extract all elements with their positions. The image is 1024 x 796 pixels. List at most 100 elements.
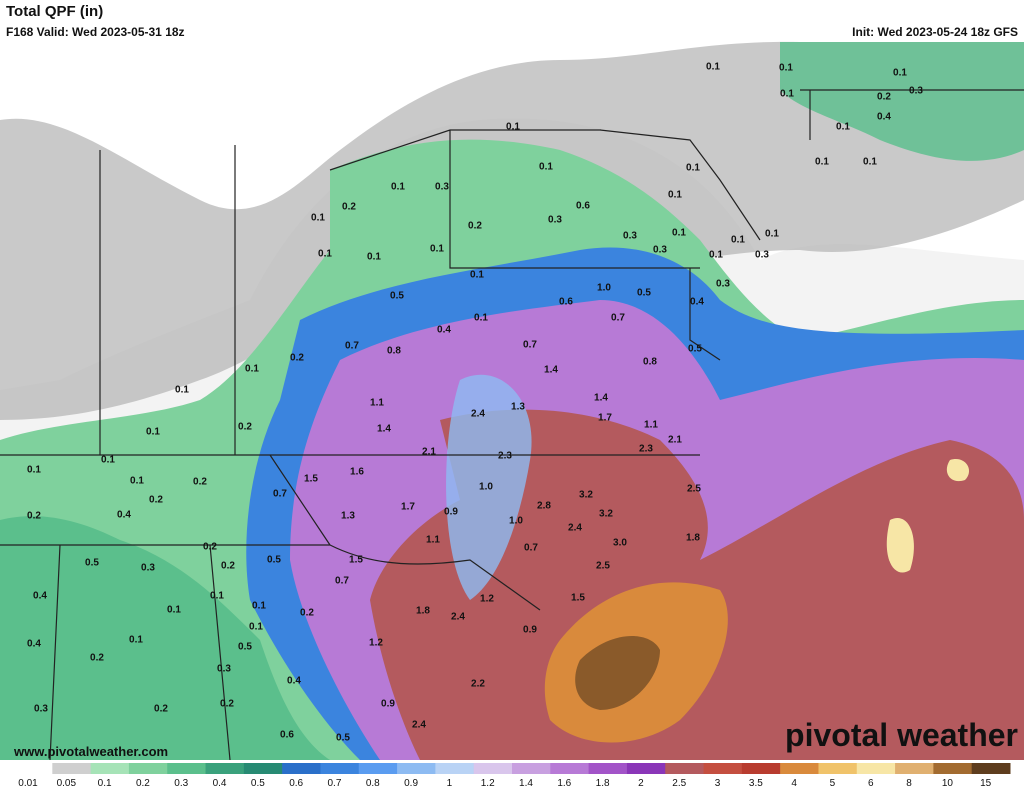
legend-swatch xyxy=(626,763,666,774)
map-background xyxy=(0,41,1024,760)
legend-swatch xyxy=(550,763,590,774)
map-value-label: 0.3 xyxy=(141,563,155,574)
legend-label: 6 xyxy=(868,778,874,789)
map-value-label: 0.1 xyxy=(252,601,266,612)
map-value-label: 0.3 xyxy=(34,704,48,715)
map-value-label: 0.8 xyxy=(387,346,401,357)
legend-label: 8 xyxy=(906,778,912,789)
map-value-label: 0.1 xyxy=(129,635,143,646)
legend-swatch xyxy=(588,763,628,774)
state-borders xyxy=(0,89,1024,761)
logo: pivotal weather xyxy=(785,717,1018,753)
map-value-label: 0.9 xyxy=(381,699,395,710)
legend-swatch xyxy=(512,763,551,774)
map-value-label: 0.2 xyxy=(238,422,252,433)
legend-label: 0.8 xyxy=(366,778,380,789)
map-value-label: 1.6 xyxy=(350,467,364,478)
map-value-label: 0.5 xyxy=(688,344,702,355)
legend-swatch xyxy=(52,763,92,774)
map-value-label: 0.1 xyxy=(130,476,144,487)
legend-label: 0.5 xyxy=(251,778,265,789)
map-value-label: 0.9 xyxy=(444,507,458,518)
map-value-label: 0.3 xyxy=(653,245,667,256)
legend-swatch xyxy=(971,763,1011,774)
legend-label: 0.4 xyxy=(213,778,227,789)
map-value-label: 0.1 xyxy=(539,162,553,173)
legend-swatch xyxy=(856,763,896,774)
legend-swatch xyxy=(14,763,53,774)
map-value-label: 0.1 xyxy=(430,244,444,255)
map-value-label: 0.7 xyxy=(524,543,538,554)
legend-swatch xyxy=(933,763,973,774)
map-value-label: 0.1 xyxy=(391,182,405,193)
map-value-label: 0.7 xyxy=(523,340,537,351)
map-value-label: 1.5 xyxy=(304,474,318,485)
map-value-label: 0.5 xyxy=(267,555,281,566)
legend-label: 1.6 xyxy=(557,778,571,789)
map-value-label: 1.0 xyxy=(597,283,611,294)
map-value-label: 1.7 xyxy=(598,413,612,424)
map-value-label: 0.1 xyxy=(506,122,520,133)
map-value-label: 0.2 xyxy=(27,511,41,522)
map-value-label: 2.3 xyxy=(498,451,512,462)
map-value-label: 0.4 xyxy=(287,676,301,687)
map-value-label: 1.1 xyxy=(370,398,384,409)
legend-swatch xyxy=(128,763,168,774)
map-value-label: 0.1 xyxy=(893,68,907,79)
map-value-label: 0.1 xyxy=(27,465,41,476)
map-value-label: 1.4 xyxy=(594,393,608,404)
map-value-label: 1.1 xyxy=(644,420,658,431)
map-value-label: 0.3 xyxy=(623,231,637,242)
map-value-label: 1.0 xyxy=(509,516,523,527)
map-value-label: 0.2 xyxy=(300,608,314,619)
map-value-label: 0.4 xyxy=(877,112,891,123)
map-value-label: 1.1 xyxy=(426,535,440,546)
legend-label: 0.9 xyxy=(404,778,418,789)
map-value-label: 0.1 xyxy=(863,157,877,168)
legend-swatch xyxy=(703,763,743,774)
map-value-label: 0.7 xyxy=(345,341,359,352)
map-value-label: 0.1 xyxy=(210,591,224,602)
legend-label: 1.8 xyxy=(596,778,610,789)
map-value-label: 2.1 xyxy=(668,435,682,446)
title: Total QPF (in) xyxy=(6,3,103,20)
legend-swatch xyxy=(895,763,934,774)
map-value-label: 0.1 xyxy=(175,385,189,396)
legend-label: 15 xyxy=(980,778,992,789)
map-value-label: 0.2 xyxy=(149,495,163,506)
map-value-label: 3.2 xyxy=(579,490,593,501)
map-value-label: 0.5 xyxy=(336,733,350,744)
map-value-label: 0.3 xyxy=(716,279,730,290)
map-value-label: 0.1 xyxy=(709,250,723,261)
map-value-label: 0.1 xyxy=(836,122,850,133)
map-value-label: 1.8 xyxy=(686,533,700,544)
map-value-label: 0.1 xyxy=(779,63,793,74)
map-value-label: 0.7 xyxy=(273,489,287,500)
map-value-label: 0.3 xyxy=(755,250,769,261)
map-value-label: 0.1 xyxy=(780,89,794,100)
map-value-label: 0.1 xyxy=(311,213,325,224)
legend-label: 0.6 xyxy=(289,778,303,789)
map-value-label: 2.4 xyxy=(451,612,465,623)
legend-swatch xyxy=(358,763,398,774)
legend-swatch xyxy=(167,763,207,774)
map-value-label: 0.2 xyxy=(342,202,356,213)
legend-label: 10 xyxy=(942,778,954,789)
map-value-label: 0.1 xyxy=(470,270,484,281)
map-value-label: 0.3 xyxy=(548,215,562,226)
map-value-label: 0.7 xyxy=(611,313,625,324)
legend-swatch xyxy=(665,763,705,774)
map-value-label: 2.5 xyxy=(596,561,610,572)
map-value-label: 0.1 xyxy=(706,62,720,73)
map-value-label: 1.7 xyxy=(401,502,415,513)
map-value-label: 2.4 xyxy=(412,720,426,731)
map-value-label: 0.7 xyxy=(335,576,349,587)
map-value-label: 0.2 xyxy=(154,704,168,715)
legend-swatch xyxy=(243,763,283,774)
map-value-label: 0.8 xyxy=(643,357,657,368)
legend-swatch xyxy=(282,763,321,774)
map-value-label: 2.8 xyxy=(537,501,551,512)
legend-swatch xyxy=(397,763,436,774)
map-value-label: 0.5 xyxy=(637,288,651,299)
